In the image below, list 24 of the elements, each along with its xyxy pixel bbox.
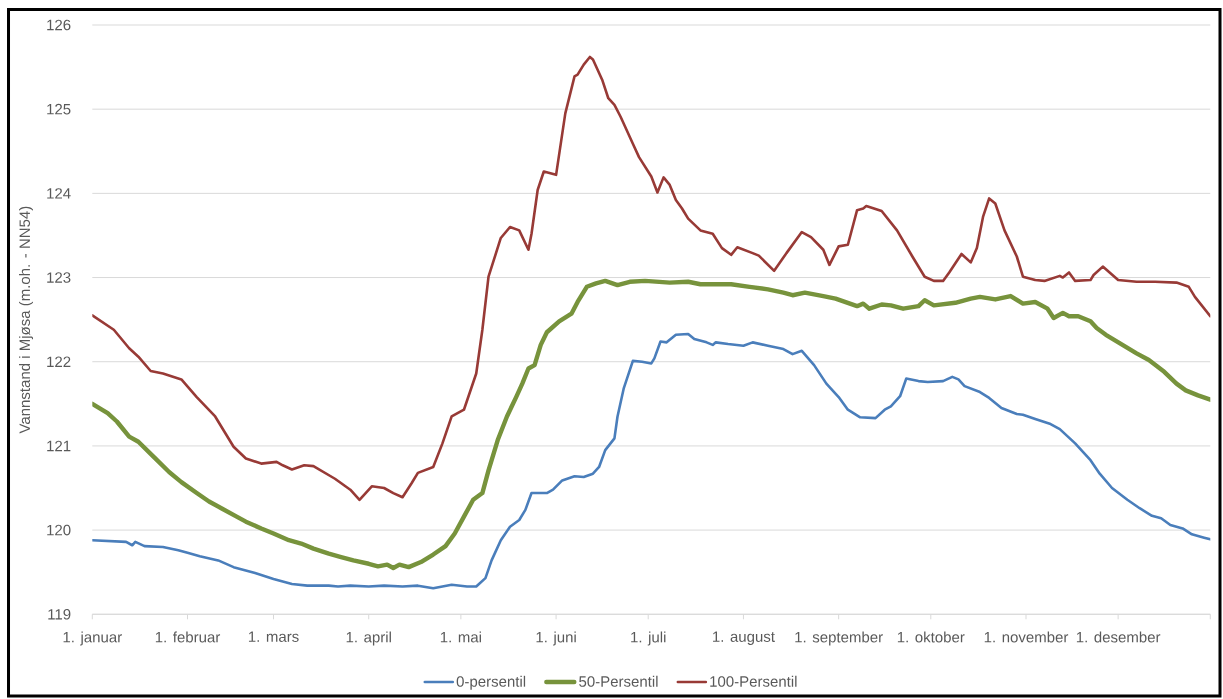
x-tick-label: 1. juli — [631, 631, 666, 646]
x-tick-label: 1. desember — [1076, 631, 1161, 643]
x-tick-label: 1. september — [795, 631, 883, 646]
x-tick-label: 1. mars — [248, 631, 299, 642]
legend-label: 0-persentil — [456, 675, 526, 690]
y-tick-label: 124 — [47, 188, 71, 199]
y-tick-label: 121 — [47, 440, 71, 452]
x-tick-label: 1. april — [346, 631, 391, 646]
x-tick-label: 1. november — [984, 631, 1069, 643]
x-tick-label: 1. august — [713, 631, 775, 645]
legend-label: 100-Persentil — [710, 675, 797, 687]
legend-label: 50-Persentil — [579, 675, 658, 687]
y-axis-title: Vannstand i Mjøsa (m.oh. - NN54) — [19, 206, 33, 434]
y-tick-label: 126 — [47, 19, 71, 31]
x-tick-label: 1. mai — [440, 631, 481, 643]
x-tick-label: 1. juni — [536, 631, 576, 646]
x-tick-label: 1. januar — [63, 631, 122, 646]
x-tick-label: 1. februar — [155, 631, 221, 643]
y-tick-label: 122 — [47, 356, 71, 367]
y-tick-label: 123 — [47, 272, 71, 283]
y-tick-label: 120 — [47, 524, 71, 536]
y-tick-label: 125 — [47, 103, 71, 115]
x-tick-label: 1. oktober — [897, 631, 965, 643]
y-tick-label: 119 — [48, 608, 71, 620]
